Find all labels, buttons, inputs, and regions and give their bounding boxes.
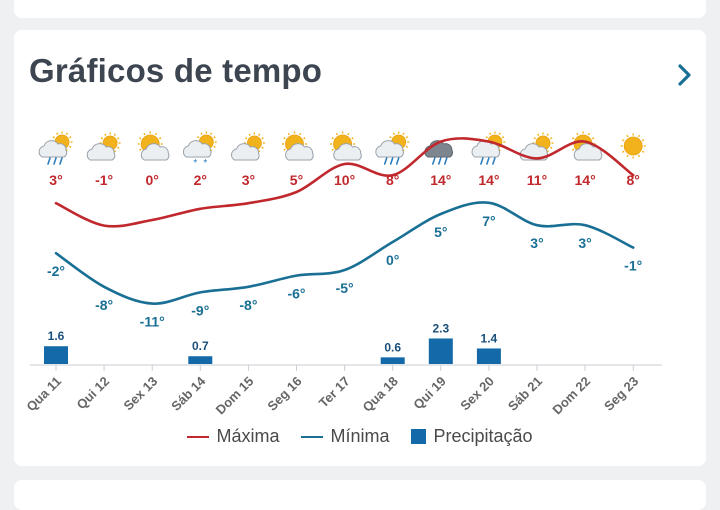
weather-icon-sun-cloud [137, 131, 170, 161]
x-tick-label: Sex 20 [457, 374, 497, 414]
page-title: Gráficos de tempo [29, 52, 323, 89]
min-temp-label: 5° [434, 224, 447, 240]
min-temp-label: -1° [624, 258, 642, 274]
legend-min[interactable]: Mínima [301, 426, 389, 447]
weather-icon-cloud-sun [86, 132, 121, 161]
weather-icon-sun-cloud [282, 131, 314, 161]
svg-text:*: * [203, 158, 207, 169]
max-temp-label: 2° [194, 172, 207, 188]
x-tick-label: Sáb 14 [168, 373, 209, 414]
x-tick-label: Qui 19 [410, 374, 449, 413]
min-temp-label: -5° [336, 280, 354, 296]
precip-label: 2.3 [432, 321, 449, 335]
max-temp-label: 11° [527, 172, 547, 188]
legend-precip-swatch [411, 429, 427, 444]
x-tick-label: Sex 13 [121, 374, 161, 414]
x-tick-label: Sáb 21 [505, 374, 545, 414]
legend-min-label: Mínima [330, 426, 390, 446]
max-temp-label: 3° [49, 172, 62, 188]
x-tick-label: Seg 23 [601, 374, 641, 414]
legend-max-label: Máxima [216, 426, 280, 446]
max-temp-label: 14° [575, 172, 596, 188]
legend-max-swatch [187, 435, 210, 438]
x-tick-label: Dom 22 [549, 374, 593, 418]
weather-icon-sun-cloud [330, 131, 362, 161]
min-temp-label: -8° [95, 297, 113, 313]
min-temp-label: 7° [482, 213, 495, 229]
weather-icon-storm-cloud [424, 140, 453, 165]
min-temp-label: -11° [140, 314, 165, 330]
min-temp-label: -9° [191, 302, 209, 318]
legend-precip[interactable]: Precipitação [411, 426, 533, 447]
precip-bar [428, 338, 453, 364]
max-temp-label: 3° [242, 172, 255, 188]
weather-icon-sun [620, 133, 646, 159]
weather-icon-rain-cloud-sun [375, 131, 410, 165]
precip-bar [380, 357, 405, 364]
max-temp-label: 14° [478, 172, 499, 188]
x-tick-label: Qua 18 [360, 374, 401, 415]
precip-bar [44, 346, 68, 364]
series-max-line [54, 137, 635, 228]
precip-bar [188, 356, 213, 364]
weather-charts-card [14, 30, 706, 466]
legend-max[interactable]: Máxima [187, 426, 279, 447]
precip-label: 1.6 [48, 329, 65, 343]
weather-chart: * *3° -1° 0° 2° 3° 5° 10° 8° 14° 14° 11° 14° 8°-2°-8°… [23, 131, 662, 418]
min-temp-label: 0° [386, 252, 399, 268]
svg-text:*: * [193, 158, 197, 169]
top-card [14, 0, 706, 18]
min-temp-label: -2° [47, 263, 65, 279]
chevron-right-icon[interactable] [672, 60, 698, 90]
min-temp-label: 3° [530, 235, 543, 251]
min-temp-label: 3° [578, 235, 591, 251]
series-min-line [54, 201, 635, 305]
max-temp-label: 14° [430, 172, 451, 188]
x-tick-label: Qui 12 [74, 374, 113, 413]
max-temp-label: 5° [290, 172, 303, 188]
legend-min-swatch [301, 435, 324, 438]
max-temp-label: 8° [627, 172, 640, 188]
precip-label: 0.6 [384, 340, 401, 354]
max-temp-label: 10° [334, 172, 355, 188]
precip-label: 0.7 [192, 339, 209, 353]
legend-precip-label: Precipitação [433, 426, 533, 446]
max-temp-label: -1° [95, 172, 113, 188]
weather-icon-rain-cloud-sun [471, 131, 506, 165]
precip-bar [476, 348, 501, 364]
min-temp-label: -8° [239, 297, 257, 313]
x-tick-label: Dom 15 [213, 374, 257, 418]
weather-icon-cloud-sun [231, 132, 265, 161]
max-temp-label: 8° [386, 172, 399, 188]
weather-icon-rain-cloud-sun [38, 131, 73, 165]
max-temp-label: 0° [146, 172, 159, 188]
precip-label: 1.4 [481, 331, 498, 345]
x-tick-label: Ter 17 [316, 374, 353, 411]
min-temp-label: -6° [287, 286, 305, 302]
chart-legend: Máxima Mínima Precipitação [0, 426, 720, 447]
weather-icon-snow-cloud-sun: * * [182, 131, 217, 169]
x-tick-label: Qua 11 [23, 374, 64, 415]
x-tick-label: Seg 16 [264, 374, 304, 414]
